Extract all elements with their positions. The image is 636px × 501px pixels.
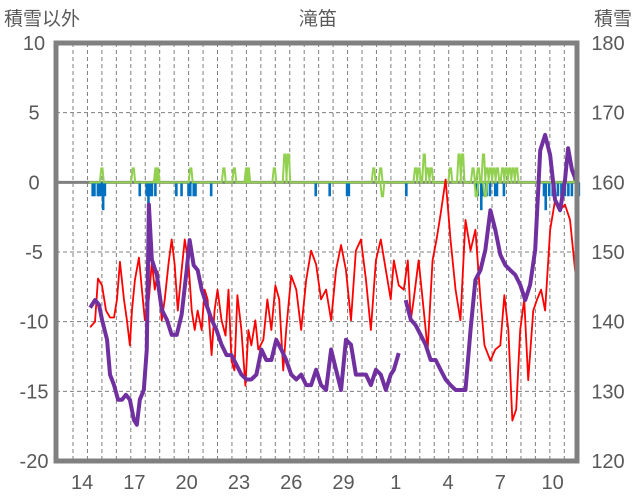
bar [495, 182, 499, 197]
bar [209, 182, 213, 197]
x-tick-label: 7 [495, 472, 506, 494]
left-tick-label: 5 [28, 103, 39, 125]
bar [145, 182, 149, 197]
bar [138, 182, 142, 197]
right-tick-label: 180 [591, 33, 624, 55]
left-tick-label: 10 [23, 33, 45, 55]
left-tick-label: 0 [28, 172, 39, 194]
temperature-line [89, 178, 579, 422]
left-tick-label: -15 [20, 381, 49, 403]
x-tick-label: 4 [442, 472, 453, 494]
x-tick-label: 17 [123, 472, 145, 494]
bar [100, 182, 103, 197]
bar [175, 182, 178, 197]
bar [101, 182, 105, 211]
right-tick-label: 160 [591, 172, 624, 194]
bar [345, 182, 349, 197]
bar [542, 182, 546, 197]
bar [567, 182, 570, 197]
x-tick-label: 26 [280, 472, 302, 494]
plot-frame [53, 40, 580, 464]
bar [93, 182, 96, 197]
right-tick-label: 170 [591, 103, 624, 125]
left-tick-label: -10 [20, 312, 49, 334]
bar [91, 182, 94, 197]
left-axis-title: 積雪以外 [4, 8, 80, 30]
chart-title: 滝笛 [299, 8, 337, 30]
bar [328, 182, 331, 197]
bar [556, 182, 560, 197]
right-axis-title: 積雪 [594, 8, 632, 30]
right-tick-label: 140 [591, 312, 624, 334]
bar [570, 182, 574, 197]
x-tick-label: 20 [176, 472, 198, 494]
x-tick-label: 29 [332, 472, 354, 494]
bar [188, 182, 192, 197]
bar [547, 182, 551, 197]
bar [405, 182, 408, 197]
x-tick-label: 14 [71, 472, 93, 494]
bar [180, 182, 183, 197]
x-tick-label: 1 [390, 472, 401, 494]
snow-depth-line [88, 132, 578, 427]
bar [502, 182, 506, 197]
bar [150, 182, 154, 197]
bar [194, 182, 197, 197]
bar [488, 182, 492, 197]
bar [314, 182, 318, 197]
x-tick-label: 23 [228, 472, 250, 494]
bar [192, 182, 196, 197]
left-tick-label: -5 [25, 242, 43, 264]
bar [187, 182, 190, 197]
bar [96, 182, 100, 197]
bar [103, 182, 107, 197]
x-tick-label: 10 [541, 472, 563, 494]
bar [154, 182, 157, 197]
bar [560, 182, 563, 197]
bar [147, 182, 150, 211]
bar [347, 182, 351, 197]
bar [479, 182, 483, 211]
right-tick-label: 130 [591, 381, 624, 403]
precip-line [89, 153, 579, 198]
line-series [88, 132, 579, 427]
right-tick-label: 120 [591, 451, 624, 473]
left-tick-label: -20 [20, 451, 49, 473]
bar [544, 182, 548, 211]
bar [493, 182, 497, 197]
bar [98, 182, 101, 197]
right-tick-label: 150 [591, 242, 624, 264]
bar [148, 182, 152, 197]
